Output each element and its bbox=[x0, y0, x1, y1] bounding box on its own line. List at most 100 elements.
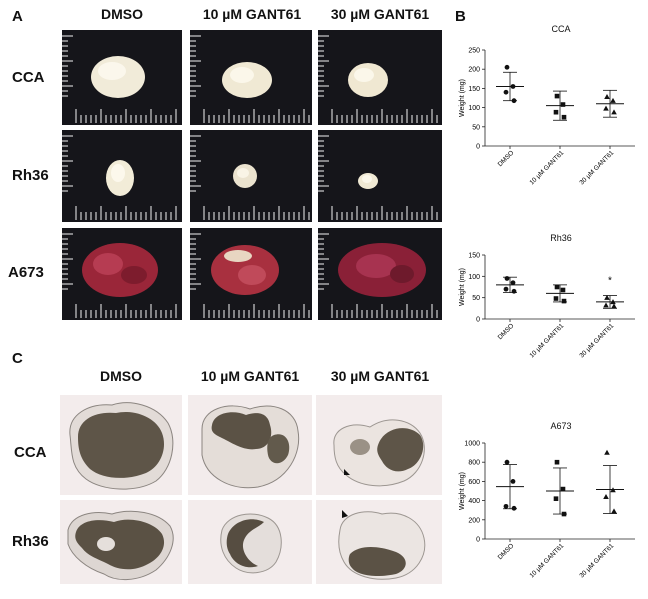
data-point bbox=[561, 114, 567, 120]
ruler-tumor-image bbox=[190, 135, 310, 220]
histology-image bbox=[201, 405, 300, 489]
photo-cca-30um bbox=[318, 30, 442, 125]
histology-image bbox=[67, 510, 174, 580]
chart-a673: Weight (mg) 0 200 400 600 800 1000 DMSO 10 µM GA… bbox=[459, 441, 635, 579]
photo-cca-dmso bbox=[62, 30, 182, 125]
ruler-tumor-image bbox=[190, 35, 310, 123]
chart-rh36-title: Rh36 bbox=[550, 233, 572, 243]
data-point bbox=[611, 508, 617, 514]
data-point bbox=[604, 294, 610, 300]
data-point bbox=[554, 93, 560, 99]
histology-image bbox=[220, 513, 282, 574]
y-tick-label: 200 bbox=[468, 67, 480, 74]
data-point bbox=[610, 97, 616, 103]
data-point bbox=[504, 459, 510, 465]
x-tick-label: 30 µM GANT61 bbox=[578, 322, 615, 359]
data-point bbox=[561, 298, 567, 304]
y-tick-label: 1000 bbox=[464, 441, 480, 448]
x-tick-label: 10 µM GANT61 bbox=[528, 542, 565, 579]
panel-c-col-10um: 10 µM GANT61 bbox=[200, 368, 300, 384]
panel-a-letter: A bbox=[12, 8, 23, 25]
photo-rh36-10um bbox=[190, 130, 312, 222]
panel-c-letter: C bbox=[12, 350, 23, 367]
y-tick-label: 0 bbox=[476, 537, 480, 544]
panel-a-col-10um: 10 µM GANT61 bbox=[202, 6, 302, 22]
panel-c-col-dmso: DMSO bbox=[100, 368, 142, 384]
panel-c-row-rh36: Rh36 bbox=[12, 533, 49, 550]
data-point bbox=[511, 505, 517, 511]
data-point bbox=[554, 284, 560, 290]
y-tick-label: 100 bbox=[468, 105, 480, 112]
x-tick-label: 10 µM GANT61 bbox=[528, 149, 565, 186]
ruler-tumor-image bbox=[62, 135, 177, 220]
x-tick-label: 10 µM GANT61 bbox=[528, 322, 565, 359]
data-point bbox=[503, 503, 509, 509]
significance-marker: * bbox=[608, 276, 612, 287]
ruler-tumor-image bbox=[318, 233, 438, 318]
histology-cca-dmso bbox=[60, 395, 182, 495]
data-point bbox=[510, 479, 516, 484]
panel-a-row-rh36: Rh36 bbox=[12, 167, 49, 184]
histology-rh36-dmso bbox=[60, 500, 182, 584]
y-tick-label: 400 bbox=[468, 498, 480, 505]
y-tick-label: 0 bbox=[476, 317, 480, 324]
x-tick-label: DMSO bbox=[497, 542, 516, 561]
chart-cca-title: CCA bbox=[551, 24, 571, 34]
panel-c-row-cca: CCA bbox=[14, 444, 47, 461]
data-point bbox=[510, 280, 516, 286]
panel-b-letter: B bbox=[455, 8, 466, 25]
histology-image bbox=[338, 510, 426, 580]
x-tick-label: DMSO bbox=[497, 322, 516, 341]
y-tick-label: 200 bbox=[468, 517, 480, 524]
y-tick-label: 150 bbox=[468, 86, 480, 93]
data-point bbox=[604, 94, 610, 100]
chart-a673-title: A673 bbox=[550, 421, 572, 431]
y-axis-label: Weight (mg) bbox=[459, 472, 466, 510]
histology-cca-30um bbox=[316, 395, 442, 495]
histology-cca-10um bbox=[188, 395, 312, 495]
data-point bbox=[603, 105, 609, 111]
y-tick-label: 600 bbox=[468, 479, 480, 486]
y-axis-label: Weight (mg) bbox=[459, 268, 466, 306]
y-tick-label: 150 bbox=[468, 253, 480, 260]
panel-a-row-a673: A673 bbox=[8, 264, 44, 281]
photo-rh36-dmso bbox=[62, 130, 182, 222]
y-tick-label: 50 bbox=[472, 295, 480, 302]
data-point bbox=[554, 459, 560, 465]
x-tick-label: DMSO bbox=[497, 149, 516, 168]
photo-a673-dmso bbox=[62, 228, 182, 320]
ruler-tumor-image bbox=[318, 135, 438, 220]
data-point bbox=[553, 496, 559, 501]
chart-rh36: Weight (mg) 0 50 100 150 DMSO 10 µM GANT61 30 µ… bbox=[459, 253, 635, 359]
data-point bbox=[611, 109, 617, 115]
data-point bbox=[604, 449, 610, 455]
ruler-tumor-image bbox=[62, 233, 177, 318]
y-tick-label: 50 bbox=[472, 124, 480, 131]
photo-a673-10um bbox=[190, 228, 312, 320]
panel-a-col-30um: 30 µM GANT61 bbox=[330, 6, 430, 22]
data-point bbox=[560, 486, 566, 492]
data-point bbox=[553, 109, 559, 115]
panel-a-col-dmso: DMSO bbox=[101, 6, 143, 22]
y-tick-label: 250 bbox=[468, 48, 480, 55]
x-tick-label: 30 µM GANT61 bbox=[578, 149, 615, 186]
y-axis-label: Weight (mg) bbox=[459, 79, 466, 117]
data-point bbox=[603, 302, 609, 308]
data-point bbox=[560, 102, 566, 107]
photo-cca-10um bbox=[190, 30, 312, 125]
ruler-tumor-image bbox=[190, 233, 310, 318]
data-point bbox=[553, 296, 559, 301]
data-point bbox=[504, 64, 510, 70]
histology-rh36-30um bbox=[316, 500, 442, 584]
panel-a-row-cca: CCA bbox=[12, 69, 45, 86]
histology-image bbox=[69, 402, 174, 490]
y-tick-label: 800 bbox=[468, 460, 480, 467]
photo-rh36-30um bbox=[318, 130, 442, 222]
histology-rh36-10um bbox=[188, 500, 312, 584]
data-point bbox=[603, 493, 609, 499]
y-tick-label: 100 bbox=[468, 274, 480, 281]
data-point bbox=[560, 287, 566, 293]
x-tick-label: 30 µM GANT61 bbox=[578, 542, 615, 579]
data-point bbox=[611, 303, 617, 309]
data-point bbox=[503, 89, 509, 95]
